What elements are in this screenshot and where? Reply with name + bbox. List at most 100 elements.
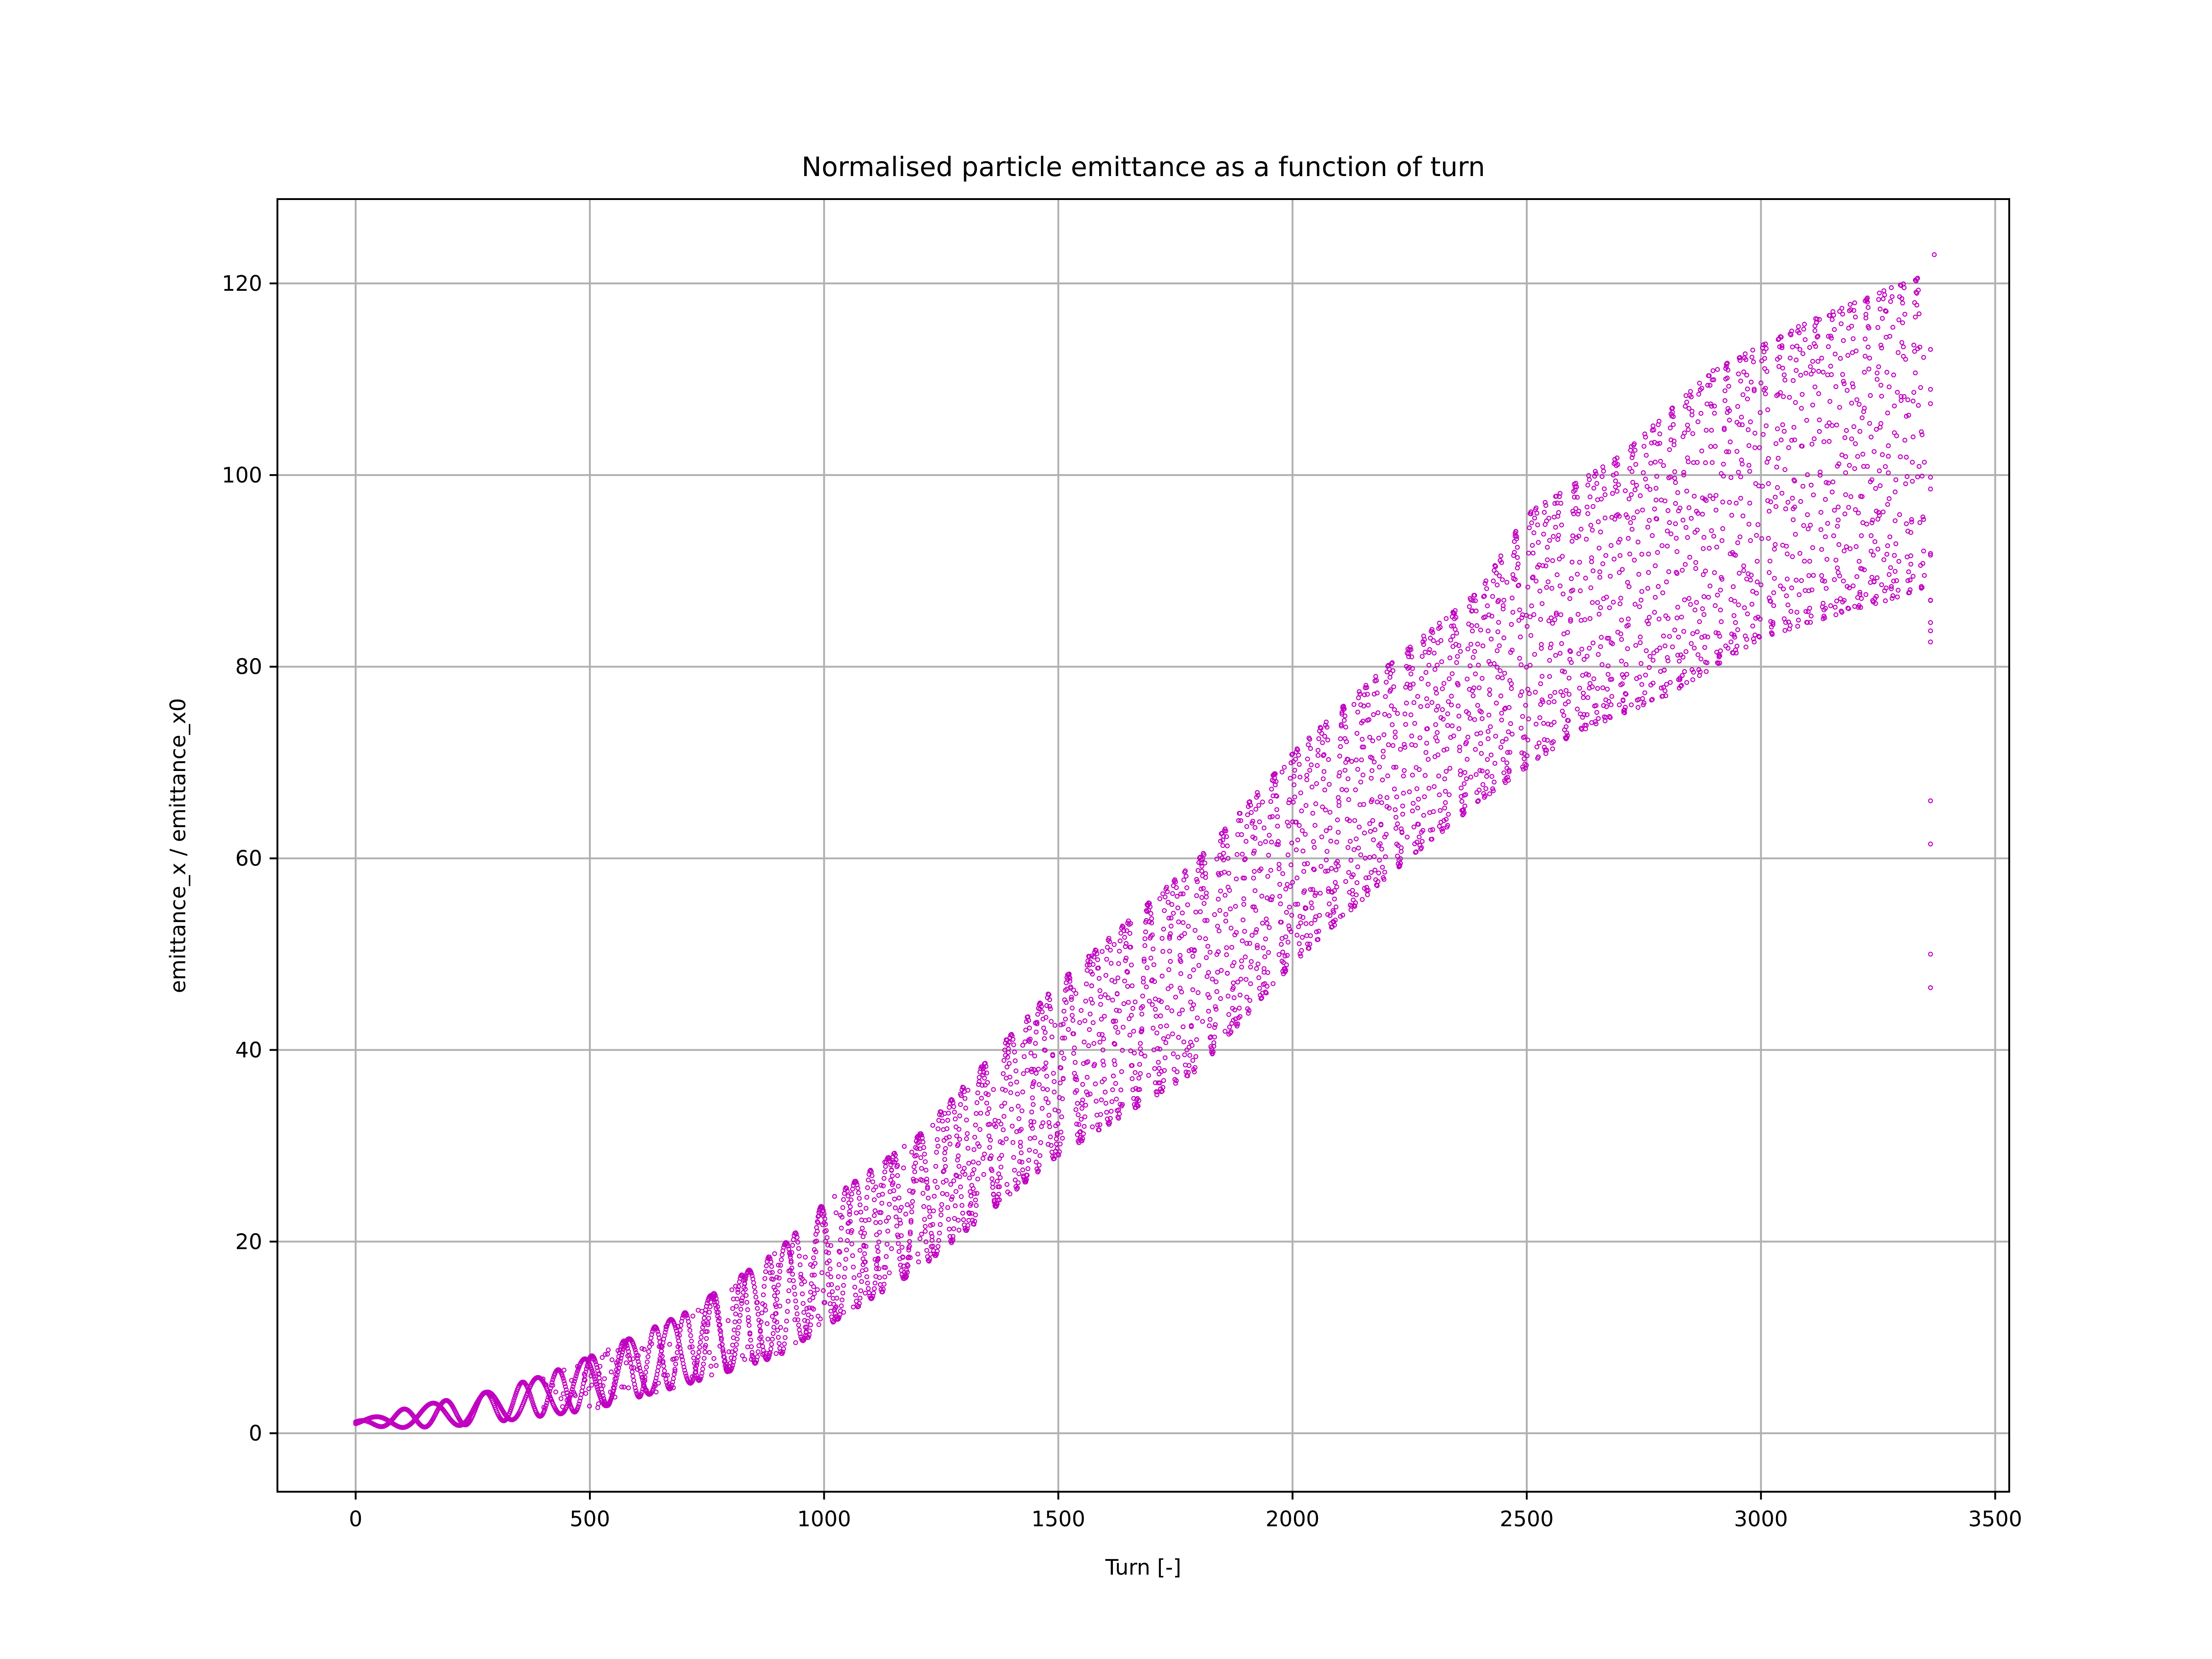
scatter-point — [779, 1257, 784, 1262]
scatter-point — [736, 1325, 741, 1330]
scatter-point — [972, 1191, 977, 1196]
scatter-point — [990, 1181, 995, 1186]
scatter-point — [1165, 900, 1171, 905]
scatter-point — [985, 1111, 990, 1116]
scatter-point — [1130, 983, 1135, 988]
scatter-point — [1009, 1106, 1014, 1112]
scatter-point — [706, 1316, 712, 1321]
scatter-point — [935, 1137, 940, 1142]
scatter-point — [841, 1275, 847, 1280]
scatter-point — [755, 1306, 760, 1311]
scatter-point — [1060, 1135, 1065, 1141]
scatter-point — [1240, 938, 1245, 943]
scatter-point — [1242, 876, 1247, 881]
scatter-point — [1243, 839, 1249, 844]
scatter-point — [594, 1382, 599, 1387]
scatter-point — [1200, 856, 1205, 862]
scatter-point — [649, 1341, 654, 1347]
scatter-point — [1231, 985, 1236, 990]
scatter-point — [639, 1346, 645, 1351]
scatter-point — [832, 1194, 837, 1199]
scatter-point — [1181, 920, 1186, 925]
scatter-point — [986, 1106, 992, 1112]
scatter-point — [1248, 981, 1253, 986]
scatter-point — [1099, 1097, 1104, 1103]
scatter-point — [1111, 1018, 1116, 1024]
scatter-point — [841, 1283, 846, 1288]
scatter-point — [1247, 1008, 1252, 1013]
scatter-point — [964, 1118, 969, 1123]
scatter-point — [957, 1174, 962, 1179]
scatter-point — [931, 1208, 936, 1213]
scatter-point — [1176, 1035, 1181, 1040]
scatter-point — [576, 1404, 581, 1409]
scatter-point — [1254, 966, 1259, 971]
scatter-point — [1121, 1001, 1127, 1006]
scatter-point — [594, 1362, 599, 1367]
scatter-point — [1095, 957, 1100, 962]
scatter-point — [569, 1378, 574, 1383]
scatter-point — [870, 1294, 876, 1299]
scatter-point — [1223, 1029, 1228, 1034]
scatter-point — [988, 1153, 994, 1159]
scatter-point — [789, 1250, 794, 1255]
scatter-point — [753, 1360, 759, 1365]
scatter-point — [803, 1254, 808, 1260]
scatter-point — [671, 1376, 676, 1381]
scatter-point — [707, 1310, 712, 1315]
scatter-point — [1255, 793, 1261, 798]
scatter-point — [1166, 967, 1171, 972]
scatter-point — [641, 1347, 647, 1352]
scatter-point — [907, 1239, 912, 1244]
scatter-point — [1196, 963, 1201, 968]
scatter-point — [930, 1243, 935, 1249]
scatter-point — [593, 1379, 598, 1384]
scatter-point — [1253, 888, 1258, 894]
scatter-point — [1086, 1043, 1091, 1048]
scatter-point — [1120, 1047, 1125, 1053]
scatter-point — [919, 1231, 924, 1237]
scatter-point — [1095, 1122, 1100, 1128]
scatter-point — [794, 1305, 799, 1310]
scatter-point — [1139, 1012, 1145, 1017]
scatter-point — [1181, 1039, 1187, 1045]
scatter-point — [1231, 980, 1236, 986]
scatter-point — [1030, 1126, 1035, 1131]
scatter-point — [880, 1192, 885, 1197]
scatter-point — [1179, 989, 1184, 994]
scatter-point — [1235, 1021, 1241, 1027]
scatter-point — [926, 1195, 931, 1201]
scatter-point — [997, 1197, 1002, 1202]
scatter-point — [1236, 818, 1241, 823]
scatter-point — [677, 1328, 683, 1333]
scatter-point — [1048, 1134, 1053, 1140]
scatter-point — [984, 1071, 989, 1076]
scatter-point — [858, 1202, 863, 1207]
scatter-point — [638, 1369, 643, 1374]
scatter-point — [810, 1264, 816, 1269]
scatter-point — [759, 1310, 765, 1316]
scatter-point — [1169, 902, 1175, 907]
scatter-point — [743, 1293, 749, 1298]
scatter-point — [941, 1168, 947, 1173]
scatter-point — [1108, 1109, 1114, 1114]
scatter-point — [1212, 1022, 1218, 1027]
scatter-point — [870, 1179, 876, 1184]
scatter-point — [1013, 1068, 1018, 1074]
scatter-point — [744, 1300, 749, 1305]
scatter-point — [1120, 1102, 1125, 1107]
scatter-point — [1152, 1066, 1157, 1071]
scatter-point — [543, 1403, 549, 1408]
scatter-point — [1231, 960, 1237, 965]
scatter-point — [836, 1262, 842, 1267]
scatter-point — [773, 1311, 779, 1316]
scatter-point — [794, 1311, 800, 1317]
scatter-point — [731, 1327, 737, 1333]
scatter-point — [1173, 1081, 1178, 1086]
scatter-point — [735, 1331, 741, 1336]
scatter-point — [1066, 1027, 1071, 1032]
scatter-point — [707, 1304, 713, 1309]
scatter-point — [858, 1295, 863, 1301]
scatter-point — [1088, 1091, 1093, 1097]
scatter-point — [1249, 810, 1254, 815]
